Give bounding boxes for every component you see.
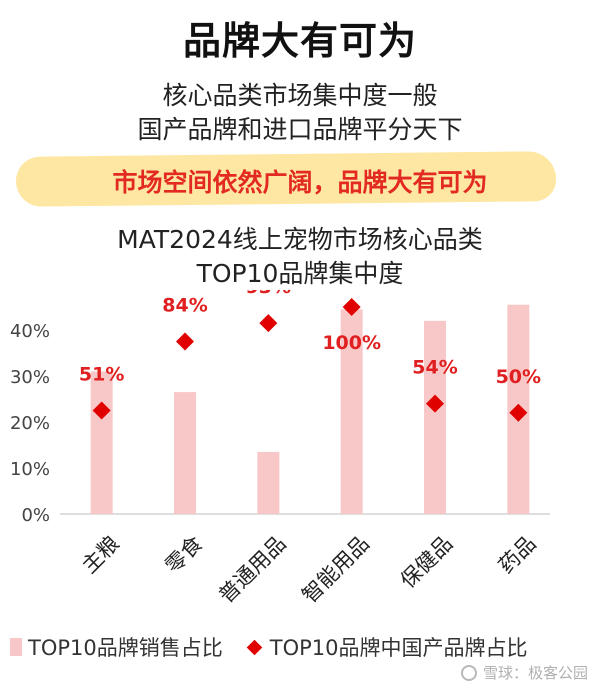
subtitle-line-1: 核心品类市场集中度一般 [162,81,438,110]
brand-concentration-chart: 0% 10% 20% 30% 40% 51% 84% 93% 100% 54% 50% 主粮零食普通用… [10,290,550,608]
data-label-1: 51% [79,364,124,386]
legend: TOP10品牌销售占比 TOP10品牌中国产品牌占比 [10,632,528,662]
bar-3 [257,451,280,514]
legend-bar-swatch [10,638,22,656]
category-label-3: 普通用品 [214,531,290,607]
diamond-marker-1 [92,401,111,420]
highlight-text: 市场空间依然广阔，品牌大有可为 [112,168,488,197]
y-tick-label: 30% [10,367,50,388]
y-tick-label: 20% [10,413,50,434]
diamond-marker-3 [259,314,278,333]
y-tick-label: 0% [21,505,50,526]
bar-4 [340,309,363,514]
data-label-4: 100% [322,332,381,354]
bar-5 [424,320,446,514]
watermark: 雪球：极客公园 [460,662,588,683]
diamond-marker-6 [509,403,528,422]
category-label-4: 智能用品 [298,531,374,607]
diamond-marker-2 [176,332,194,351]
chart-title-line-1: MAT2024线上宠物市场核心品类 [117,225,483,254]
bar-1 [90,371,113,514]
page-title: 品牌大有可为 [182,19,417,63]
data-label-6: 50% [496,366,541,388]
data-label-2: 84% [162,295,207,317]
subtitle-line-2: 国产品牌和进口品牌平分天下 [137,115,463,144]
category-label-2: 零食 [161,531,208,578]
data-label-5: 54% [412,357,457,379]
category-label-5: 保健品 [396,531,458,593]
legend-diamond-swatch [246,639,263,655]
category-label-6: 药品 [494,531,541,578]
watermark-text: 雪球：极客公园 [482,664,588,682]
diamond-marker-5 [426,394,444,413]
data-label-3: 93% [246,290,291,298]
legend-marker-label: TOP10品牌中国产品牌占比 [269,636,528,660]
bar-2 [174,392,196,514]
legend-bar-label: TOP10品牌销售占比 [28,636,223,660]
category-label-1: 主粮 [77,531,124,578]
diamond-marker-4 [342,298,361,316]
y-tick-label: 10% [10,459,50,480]
snowball-logo-icon [460,664,477,681]
y-tick-label: 40% [10,321,50,342]
chart-title-line-2: TOP10品牌集中度 [196,259,404,288]
